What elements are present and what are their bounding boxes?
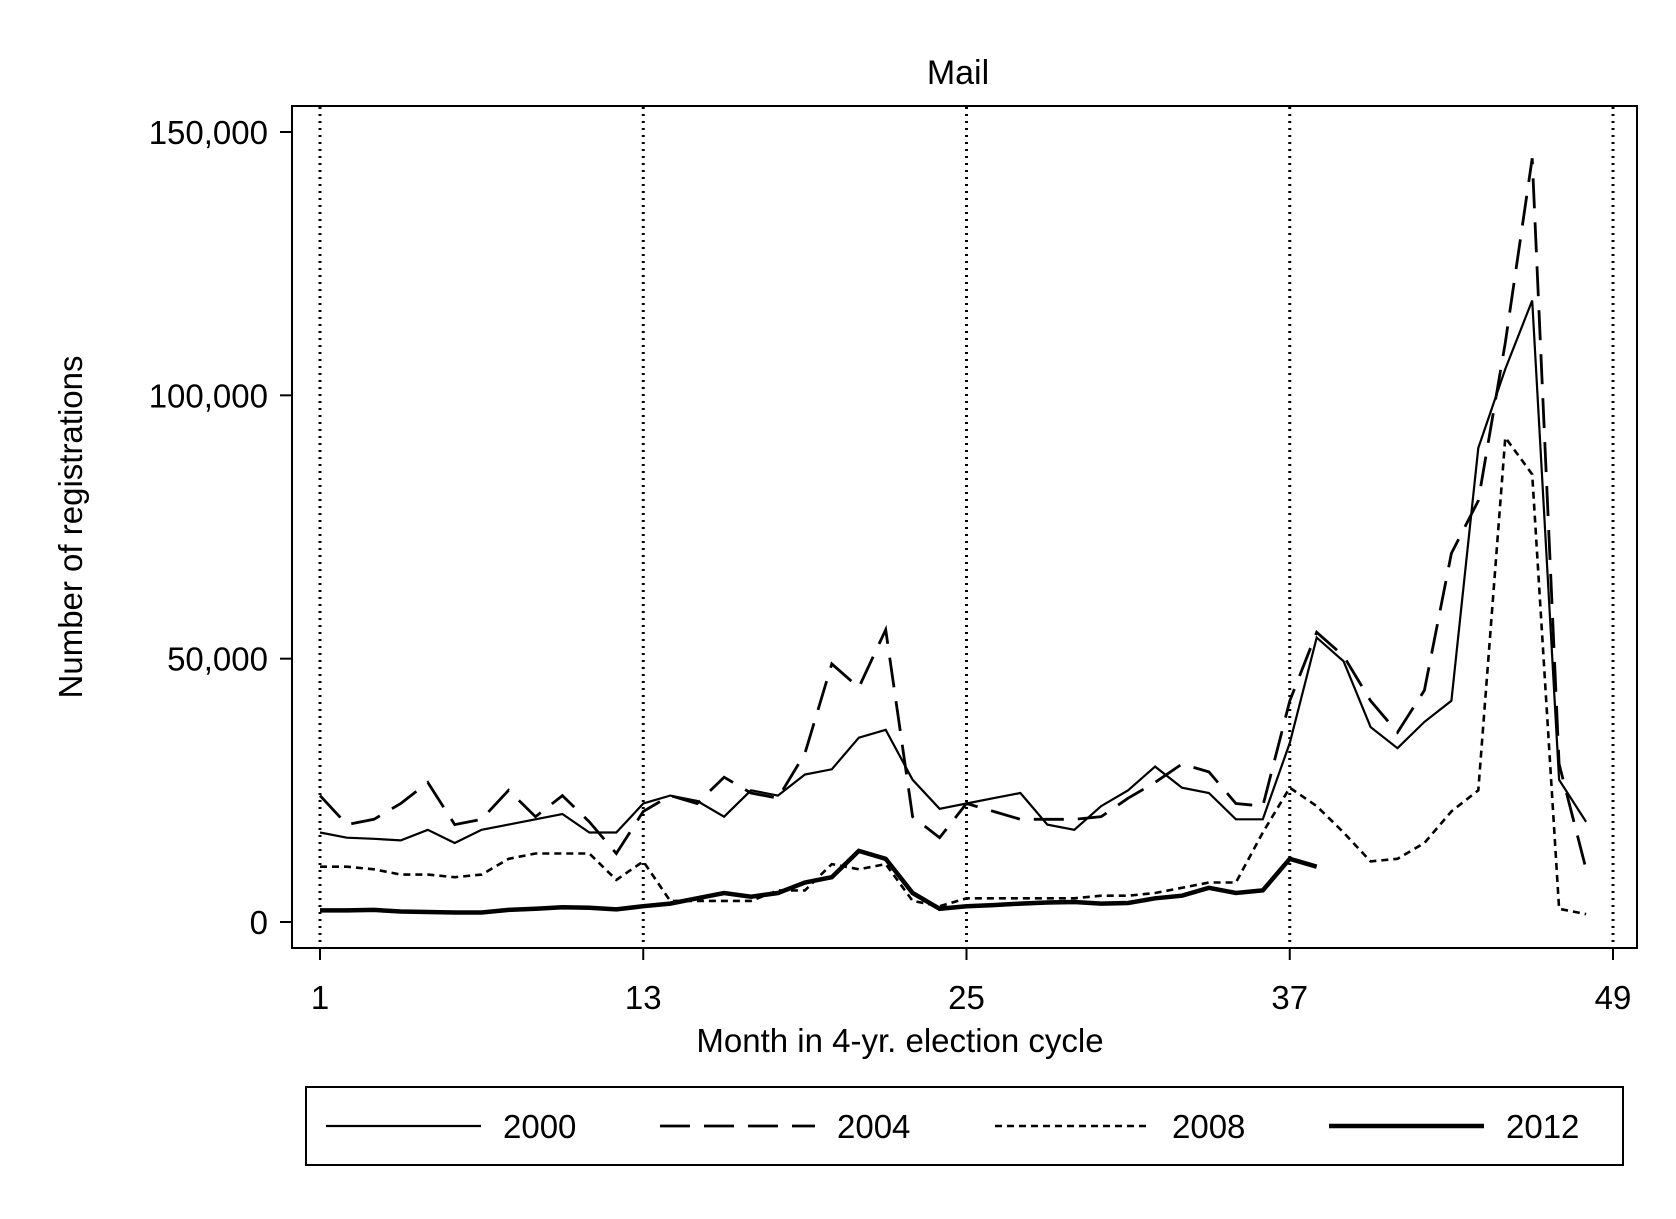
legend-label-2004: 2004 xyxy=(837,1108,910,1145)
x-tick-label: 25 xyxy=(948,979,985,1016)
x-tick-label: 13 xyxy=(625,979,662,1016)
legend-label-2000: 2000 xyxy=(503,1108,576,1145)
y-tick-label: 0 xyxy=(250,904,268,941)
legend-box xyxy=(305,1086,1624,1166)
legend: 2000 2004 2008 2012 xyxy=(326,1108,1579,1145)
series-line-2012 xyxy=(320,848,1318,915)
x-tick-label: 37 xyxy=(1271,979,1308,1016)
x-tick-label: 1 xyxy=(311,979,329,1016)
series-line-2000 xyxy=(319,300,1588,845)
plot-area-frame xyxy=(291,105,1638,949)
y-tick-label: 50,000 xyxy=(167,641,268,678)
x-axis: 1 13 25 37 49 xyxy=(311,948,1632,1016)
series-lines xyxy=(318,158,1588,916)
x-tick-label: 49 xyxy=(1595,979,1632,1016)
y-tick-label: 150,000 xyxy=(149,114,268,151)
chart-title: Mail xyxy=(927,54,989,92)
legend-label-2008: 2008 xyxy=(1172,1108,1245,1145)
x-axis-title: Month in 4-yr. election cycle xyxy=(696,1022,1103,1059)
reference-lines xyxy=(318,107,1615,947)
y-axis-title: Number of registrations xyxy=(52,356,89,699)
series-line-2004 xyxy=(318,158,1588,870)
series-line-2008 xyxy=(320,433,1587,916)
y-tick-label: 100,000 xyxy=(149,377,268,414)
legend-label-2012: 2012 xyxy=(1506,1108,1579,1145)
y-axis: 0 50,000 100,000 150,000 xyxy=(149,114,292,941)
